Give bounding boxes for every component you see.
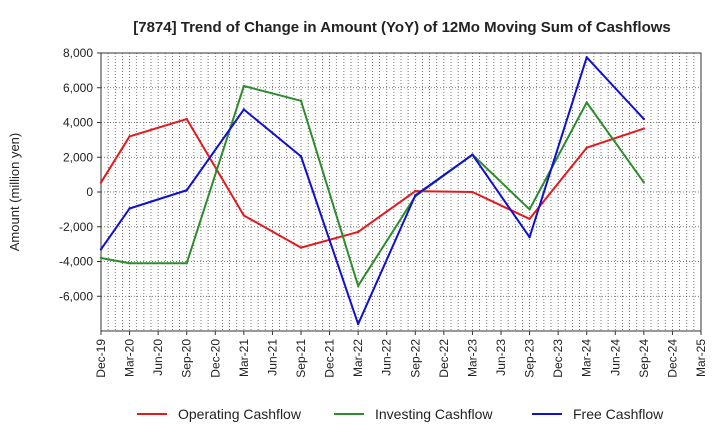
legend-item-investing-cashflow: Investing Cashflow bbox=[334, 406, 493, 422]
x-tick-label: Dec-22 bbox=[437, 339, 451, 378]
x-tick-label: Jun-20 bbox=[151, 339, 165, 376]
x-tick-label: Dec-24 bbox=[665, 339, 679, 378]
x-tick-label: Jun-21 bbox=[265, 339, 279, 376]
x-tick-label: Jun-23 bbox=[494, 339, 508, 376]
data-point-operating-cashflow bbox=[356, 230, 360, 234]
series-line-operating-cashflow bbox=[100, 118, 645, 249]
data-point-operating-cashflow bbox=[528, 217, 531, 221]
data-point-operating-cashflow bbox=[585, 146, 588, 149]
legend-item-free-cashflow: Free Cashflow bbox=[532, 406, 664, 422]
x-tick-label: Mar-25 bbox=[694, 339, 708, 377]
y-axis-ticks: 8,000 6,000 4,000 2,000 0 -2,000 -4,000 -6,000 bbox=[59, 46, 101, 303]
y-tick-label: -4,000 bbox=[59, 255, 93, 269]
x-tick-label: Mar-21 bbox=[237, 339, 251, 377]
data-point-free-cashflow bbox=[128, 207, 131, 210]
data-point-operating-cashflow bbox=[185, 117, 188, 121]
legend-item-operating-cashflow: Operating Cashflow bbox=[137, 406, 302, 422]
data-point-operating-cashflow bbox=[99, 181, 103, 184]
x-tick-label: Mar-22 bbox=[351, 339, 365, 377]
data-point-investing-cashflow bbox=[99, 256, 103, 260]
y-tick-label: -2,000 bbox=[59, 220, 93, 234]
y-tick-label: 6,000 bbox=[63, 81, 93, 95]
x-tick-label: Sep-22 bbox=[408, 339, 422, 378]
data-point-operating-cashflow bbox=[471, 190, 474, 194]
data-point-investing-cashflow bbox=[356, 284, 360, 288]
grid-layer bbox=[100, 52, 702, 331]
data-point-investing-cashflow bbox=[185, 262, 188, 265]
data-point-investing-cashflow bbox=[642, 181, 646, 184]
x-tick-label: Dec-23 bbox=[551, 339, 565, 378]
data-point-free-cashflow bbox=[414, 194, 417, 197]
x-tick-label: Jun-24 bbox=[608, 339, 622, 376]
data-point-free-cashflow bbox=[299, 155, 303, 158]
data-point-investing-cashflow bbox=[585, 101, 588, 104]
data-point-free-cashflow bbox=[185, 189, 188, 192]
data-point-free-cashflow bbox=[99, 248, 103, 251]
legend-label-operating-cashflow: Operating Cashflow bbox=[178, 406, 302, 422]
chart-title: [7874] Trend of Change in Amount (YoY) o… bbox=[133, 19, 671, 36]
data-point-investing-cashflow bbox=[128, 262, 131, 265]
x-tick-label: Mar-20 bbox=[123, 339, 137, 377]
legend-label-investing-cashflow: Investing Cashflow bbox=[375, 406, 493, 422]
data-point-operating-cashflow bbox=[128, 135, 131, 138]
x-tick-label: Dec-21 bbox=[323, 339, 337, 378]
x-tick-label: Dec-20 bbox=[208, 339, 222, 378]
y-tick-label: -6,000 bbox=[59, 289, 93, 303]
data-point-operating-cashflow bbox=[242, 214, 246, 217]
y-axis-label: Amount (million yen) bbox=[7, 133, 22, 252]
y-tick-label: 0 bbox=[86, 185, 93, 199]
data-point-investing-cashflow bbox=[242, 84, 246, 88]
legend-label-free-cashflow: Free Cashflow bbox=[573, 406, 664, 422]
x-tick-label: Sep-23 bbox=[523, 339, 537, 378]
x-tick-label: Sep-20 bbox=[180, 339, 194, 378]
data-point-free-cashflow bbox=[585, 56, 588, 59]
x-tick-label: Jun-22 bbox=[380, 339, 394, 376]
x-axis-ticks: Dec-19 Mar-20 Jun-20 Sep-20 Dec-20 Mar-21 Jun-… bbox=[94, 331, 708, 378]
data-point-free-cashflow bbox=[356, 322, 360, 326]
data-point-operating-cashflow bbox=[642, 127, 646, 130]
x-tick-label: Mar-24 bbox=[580, 339, 594, 377]
data-point-operating-cashflow bbox=[414, 189, 417, 193]
x-tick-label: Sep-24 bbox=[637, 339, 651, 378]
series-layer bbox=[99, 56, 646, 326]
data-point-free-cashflow bbox=[242, 108, 246, 111]
y-tick-label: 2,000 bbox=[63, 150, 93, 164]
data-point-free-cashflow bbox=[528, 235, 531, 239]
series-operating-cashflow bbox=[99, 117, 646, 249]
x-tick-label: Dec-19 bbox=[94, 339, 108, 378]
x-tick-label: Sep-21 bbox=[294, 339, 308, 378]
data-point-investing-cashflow bbox=[528, 208, 531, 211]
legend: Operating Cashflow Investing Cashflow Free… bbox=[137, 406, 664, 422]
data-point-operating-cashflow bbox=[299, 246, 303, 249]
data-point-free-cashflow bbox=[471, 153, 474, 156]
series-investing-cashflow bbox=[99, 84, 646, 288]
series-free-cashflow bbox=[99, 56, 646, 326]
data-point-free-cashflow bbox=[642, 117, 646, 121]
x-tick-label: Mar-23 bbox=[465, 339, 479, 377]
y-tick-label: 8,000 bbox=[63, 46, 93, 60]
y-tick-label: 4,000 bbox=[63, 116, 93, 130]
data-point-investing-cashflow bbox=[299, 99, 303, 102]
